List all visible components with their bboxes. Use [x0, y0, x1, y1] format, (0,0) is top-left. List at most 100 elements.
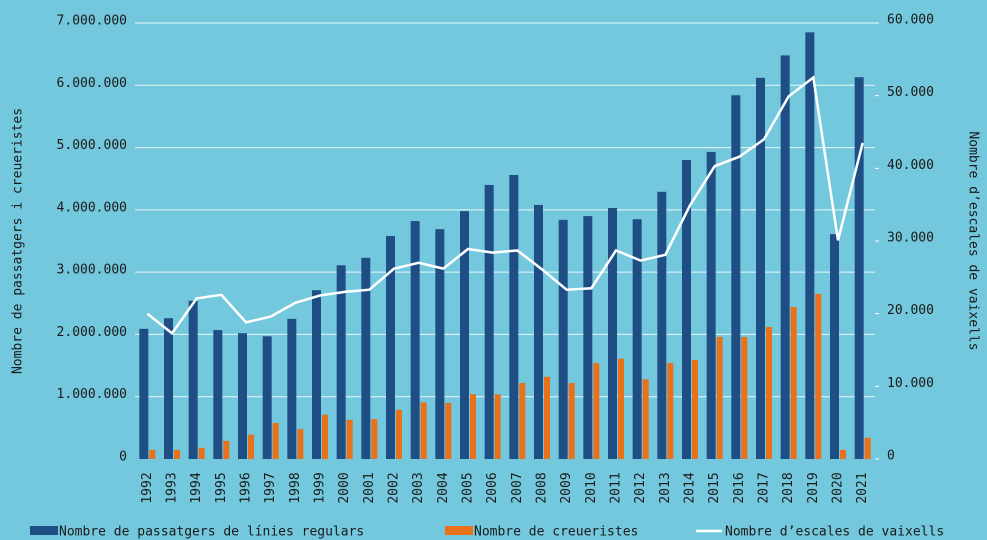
bar: [164, 318, 173, 459]
x-tick-label: 2018: [781, 472, 796, 503]
x-tick-label: 2020: [831, 472, 846, 503]
x-tick-label: 2017: [757, 472, 772, 503]
x-tick-label: 1995: [214, 472, 229, 503]
y2-tick-label: 50.000: [887, 85, 934, 100]
x-tick-label: 2010: [584, 472, 599, 503]
bar: [706, 151, 716, 459]
y2-tick-label: 20.000: [887, 303, 934, 318]
bar: [544, 376, 550, 459]
x-tick-label: 2007: [510, 472, 525, 503]
x-tick-label: 2019: [806, 472, 821, 503]
bar: [336, 265, 346, 459]
bar: [642, 379, 649, 459]
legend-label: Nombre d’escales de vaixells: [725, 525, 944, 540]
bar: [805, 32, 815, 459]
bar: [174, 449, 180, 459]
bar: [248, 434, 254, 459]
y2-tick-label: 30.000: [887, 231, 934, 246]
bar: [864, 437, 871, 459]
y-tick-label: 2.000.000: [57, 325, 127, 340]
bar: [741, 336, 748, 459]
y-tick-label: 4.000.000: [57, 200, 127, 215]
bar: [346, 419, 353, 459]
bar: [534, 204, 543, 459]
bar: [766, 326, 772, 459]
x-tick-label: 2012: [633, 472, 648, 503]
bar: [139, 328, 149, 459]
bar: [618, 358, 624, 459]
bar: [815, 293, 822, 459]
y2-tick-label: 0: [887, 449, 895, 464]
y-tick-label: 3.000.000: [57, 263, 127, 278]
bar: [386, 236, 395, 459]
bar: [410, 221, 420, 459]
bar: [780, 55, 790, 459]
x-tick-label: 2004: [436, 472, 451, 503]
x-tick-label: 2005: [461, 472, 476, 503]
x-tick-label: 1996: [239, 472, 254, 503]
x-tick-label: 1999: [313, 472, 328, 503]
x-tick-label: 1993: [165, 472, 180, 503]
y-axis-title: Nombre de passatgers i creueristes: [11, 108, 26, 374]
bar: [287, 318, 297, 459]
y-tick-label: 5.000.000: [57, 138, 127, 153]
x-tick-label: 1997: [263, 472, 278, 503]
bar: [509, 174, 519, 459]
bar: [519, 383, 526, 459]
bar: [470, 394, 476, 459]
bar: [494, 394, 501, 459]
bar: [632, 219, 642, 459]
bar: [223, 440, 230, 459]
bar: [854, 77, 864, 459]
bar: [149, 449, 156, 459]
x-tick-label: 2000: [337, 472, 352, 503]
x-tick-label: 1992: [140, 472, 155, 503]
bar: [731, 95, 741, 459]
bar: [558, 219, 568, 459]
bar: [272, 422, 279, 459]
bar: [667, 363, 674, 459]
x-tick-label: 1998: [288, 472, 303, 503]
line: [146, 75, 864, 336]
bar: [756, 77, 765, 459]
bar: [435, 229, 445, 459]
bar: [361, 257, 371, 459]
x-tick-label: 2002: [387, 472, 402, 503]
bar: [198, 447, 205, 459]
y2-tick-label: 10.000: [887, 376, 934, 391]
bar: [840, 449, 846, 459]
bar: [790, 307, 797, 459]
y2-tick-label: 40.000: [887, 158, 934, 173]
bar: [297, 429, 304, 459]
x-tick-label: 2003: [411, 472, 426, 503]
bar: [188, 300, 198, 459]
x-tick-label: 2006: [485, 472, 500, 503]
x-tick-label: 2014: [683, 472, 698, 503]
x-tick-label: 2015: [707, 472, 722, 503]
x-tick-label: 2016: [732, 472, 747, 503]
bar: [716, 336, 723, 459]
x-tick-label: 2001: [362, 472, 377, 503]
bar: [692, 359, 698, 459]
bar: [396, 409, 402, 459]
legend-swatch: [30, 526, 58, 535]
bar: [608, 207, 617, 459]
bar: [682, 160, 691, 459]
bar: [213, 330, 223, 459]
legend-label: Nombre de passatgers de línies regulars: [59, 525, 364, 540]
bar: [262, 336, 272, 459]
y2-tick-label: 60.000: [887, 13, 934, 28]
bar: [568, 383, 575, 459]
bar: [420, 402, 427, 459]
y2-axis-title: Nombre d’escales de vaixells: [966, 131, 981, 350]
x-tick-label: 2013: [658, 472, 673, 503]
x-tick-label: 2021: [855, 472, 870, 503]
bar: [460, 211, 469, 459]
bar: [238, 333, 247, 459]
bar: [312, 290, 321, 459]
x-tick-label: 2008: [535, 472, 550, 503]
bar: [830, 234, 839, 459]
y-tick-label: 1.000.000: [57, 387, 127, 402]
legend-swatch: [445, 526, 473, 535]
